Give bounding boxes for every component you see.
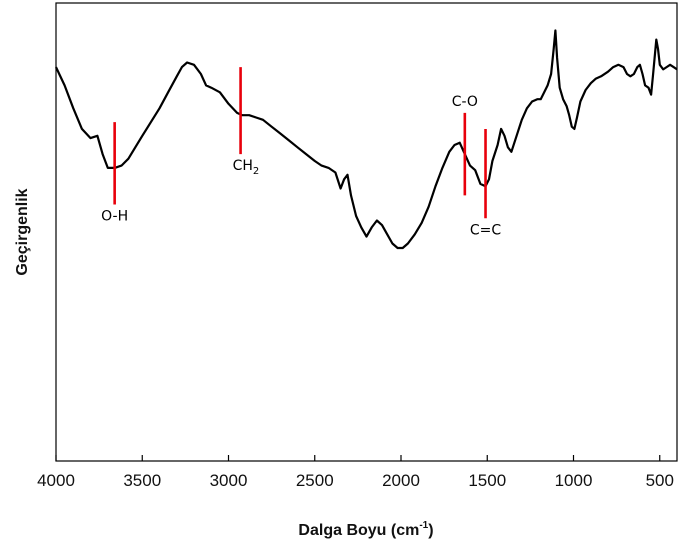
annotation-label: C-O [452, 94, 478, 110]
plot-frame [55, 2, 678, 462]
x-tick-label: 2000 [382, 471, 420, 490]
x-tick-label: 4000 [37, 471, 75, 490]
spectrum-layer [55, 29, 678, 250]
x-axis-ticks: 4000 3500 3000 2500 2000 1500 1000 500 [37, 455, 674, 490]
x-tick-label: 1500 [468, 471, 506, 490]
annotation-label: CH2 [233, 158, 260, 177]
y-axis-title: Geçirgenlik [14, 188, 31, 275]
x-tick-label: 500 [646, 471, 674, 490]
annotation-label: O-H [101, 209, 128, 225]
annotation-label: C=C [470, 222, 502, 238]
x-tick-label: 2500 [296, 471, 334, 490]
spectrum-line-0 [55, 29, 678, 250]
x-tick-label: 1000 [555, 471, 593, 490]
x-tick-label: 3500 [123, 471, 161, 490]
annotation-layer: O-H CH2 C-O C=C [101, 67, 501, 238]
x-axis-title: Dalga Boyu (cm-1) [298, 520, 433, 539]
x-tick-label: 3000 [210, 471, 248, 490]
